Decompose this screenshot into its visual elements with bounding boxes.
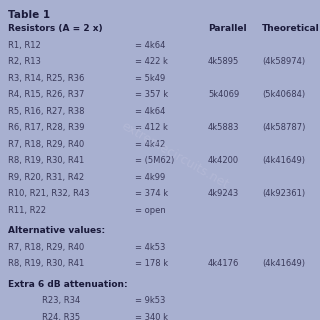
Text: R23, R34: R23, R34 [42,296,80,305]
Text: (4k58974): (4k58974) [262,57,305,66]
Text: R5, R16, R27, R38: R5, R16, R27, R38 [8,107,84,116]
Text: = 4k53: = 4k53 [135,243,165,252]
Text: = (5M62): = (5M62) [135,156,174,165]
Text: (5k40684): (5k40684) [262,90,305,99]
Text: (4k41649): (4k41649) [262,156,305,165]
Text: = 357 k: = 357 k [135,90,168,99]
Text: = 4k64: = 4k64 [135,41,165,50]
Text: R4, R15, R26, R37: R4, R15, R26, R37 [8,90,84,99]
Text: (4k41649): (4k41649) [262,259,305,268]
Text: = 4k64: = 4k64 [135,107,165,116]
Text: R7, R18, R29, R40: R7, R18, R29, R40 [8,140,84,148]
Text: = open: = open [135,205,166,214]
Text: = 340 k: = 340 k [135,313,168,320]
Text: R10, R21, R32, R43: R10, R21, R32, R43 [8,189,90,198]
Text: = 412 k: = 412 k [135,123,168,132]
Text: 4k4200: 4k4200 [208,156,239,165]
Text: R3, R14, R25, R36: R3, R14, R25, R36 [8,74,84,83]
Text: = 9k53: = 9k53 [135,296,165,305]
Text: R9, R20, R31, R42: R9, R20, R31, R42 [8,172,84,181]
Text: R8, R19, R30, R41: R8, R19, R30, R41 [8,259,84,268]
Text: R7, R18, R29, R40: R7, R18, R29, R40 [8,243,84,252]
Text: (4k92361): (4k92361) [262,189,305,198]
Text: R1, R12: R1, R12 [8,41,41,50]
Text: = 4k99: = 4k99 [135,172,165,181]
Text: 4k4176: 4k4176 [208,259,239,268]
Text: R24, R35: R24, R35 [42,313,80,320]
Text: Parallel: Parallel [208,24,247,33]
Text: 5k4069: 5k4069 [208,90,239,99]
Text: Theoretical: Theoretical [262,24,320,33]
Text: 4k5895: 4k5895 [208,57,239,66]
Text: = 422 k: = 422 k [135,57,168,66]
Text: 4k9243: 4k9243 [208,189,239,198]
Text: 4k5883: 4k5883 [208,123,239,132]
Text: = 178 k: = 178 k [135,259,168,268]
Text: R8, R19, R30, R41: R8, R19, R30, R41 [8,156,84,165]
Text: Alternative values:: Alternative values: [8,226,105,235]
Text: R6, R17, R28, R39: R6, R17, R28, R39 [8,123,84,132]
Text: Extra 6 dB attenuation:: Extra 6 dB attenuation: [8,280,128,289]
Text: = 5k49: = 5k49 [135,74,165,83]
Text: = 4k42: = 4k42 [135,140,165,148]
Text: = 374 k: = 374 k [135,189,168,198]
Text: R11, R22: R11, R22 [8,205,46,214]
Text: extremecircuits.net: extremecircuits.net [119,119,231,191]
Text: (4k58787): (4k58787) [262,123,305,132]
Text: Table 1: Table 1 [8,10,50,20]
Text: Resistors (A = 2 x): Resistors (A = 2 x) [8,24,103,33]
Text: R2, R13: R2, R13 [8,57,41,66]
